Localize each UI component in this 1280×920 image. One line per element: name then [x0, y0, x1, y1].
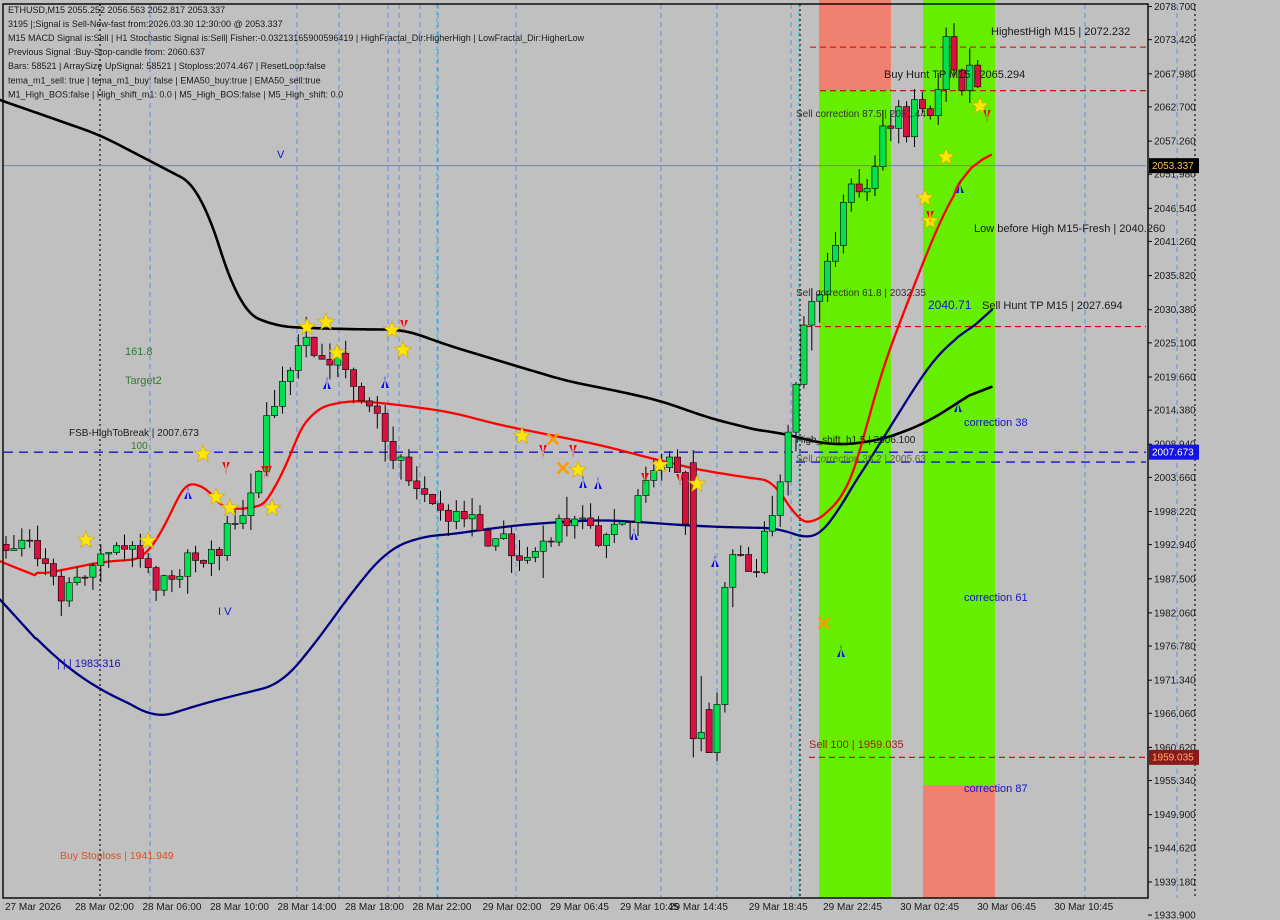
svg-text:2040.71: 2040.71 [928, 298, 972, 312]
svg-text:2041.260: 2041.260 [1154, 237, 1196, 248]
svg-text:1933.900: 1933.900 [1154, 911, 1196, 920]
svg-text:28 Mar 14:00: 28 Mar 14:00 [278, 902, 337, 913]
svg-text:2053.337: 2053.337 [1152, 161, 1194, 172]
svg-text:1982.060: 1982.060 [1154, 608, 1196, 619]
svg-text:27 Mar 2026: 27 Mar 2026 [5, 902, 62, 913]
svg-text:1987.500: 1987.500 [1154, 574, 1196, 585]
svg-text:29 Mar 22:45: 29 Mar 22:45 [823, 902, 882, 913]
svg-text:correction 61: correction 61 [964, 592, 1028, 604]
svg-text:30 Mar 06:45: 30 Mar 06:45 [977, 902, 1036, 913]
svg-text:28 Mar 18:00: 28 Mar 18:00 [345, 902, 404, 913]
svg-text:3195 |;Signal is Sell-New-fast: 3195 |;Signal is Sell-New-fast from:2026… [8, 19, 283, 29]
svg-text:HighestHigh M15 | 2072.232: HighestHigh M15 | 2072.232 [991, 26, 1130, 38]
svg-text:V: V [277, 149, 285, 161]
svg-text:1955.340: 1955.340 [1154, 776, 1196, 787]
svg-text:2046.540: 2046.540 [1154, 204, 1196, 215]
svg-text:1976.780: 1976.780 [1154, 642, 1196, 653]
svg-text:30 Mar 02:45: 30 Mar 02:45 [900, 902, 959, 913]
svg-text:2003.660: 2003.660 [1154, 473, 1196, 484]
svg-text:2030.380: 2030.380 [1154, 305, 1196, 316]
svg-text:1966.060: 1966.060 [1154, 709, 1196, 720]
svg-text:2025.100: 2025.100 [1154, 338, 1196, 349]
svg-text:Low before High M15-Fresh |: Low before High M15-Fresh | 2040.260 [974, 223, 1165, 235]
svg-text:1944.620: 1944.620 [1154, 843, 1196, 854]
svg-text:28 Mar 10:00: 28 Mar 10:00 [210, 902, 269, 913]
svg-text:Sell correction 61.8 | 2032.35: Sell correction 61.8 | 2032.35 [796, 288, 926, 299]
svg-text:1939.180: 1939.180 [1154, 877, 1196, 888]
svg-text:2078.700: 2078.700 [1154, 2, 1196, 13]
svg-text:28 Mar 02:00: 28 Mar 02:00 [75, 902, 134, 913]
svg-text:Sell correction 38.2 | 2005.63: Sell correction 38.2 | 2005.63 [796, 454, 926, 465]
svg-text:1992.940: 1992.940 [1154, 540, 1196, 551]
svg-text:| | | 1983.316: | | | 1983.316 [57, 658, 121, 670]
svg-text:28 Mar 22:00: 28 Mar 22:00 [413, 902, 472, 913]
svg-text:2007.673: 2007.673 [1152, 447, 1194, 458]
svg-text:100: 100 [131, 441, 148, 452]
svg-text:Buy Hunt TP M15 | 2065.294: Buy Hunt TP M15 | 2065.294 [884, 69, 1025, 81]
svg-text:2062.700: 2062.700 [1154, 102, 1196, 113]
svg-text:30 Mar 10:45: 30 Mar 10:45 [1054, 902, 1113, 913]
svg-text:Previous Signal :Buy-Stop-cand: Previous Signal :Buy-Stop-candle from: 2… [8, 47, 205, 57]
svg-text:1959.035: 1959.035 [1152, 753, 1194, 764]
svg-text:28 Mar 06:00: 28 Mar 06:00 [143, 902, 202, 913]
svg-text:1998.220: 1998.220 [1154, 507, 1196, 518]
svg-text:Bars: 58521 | ArraySize UpSign: Bars: 58521 | ArraySize UpSignal: 58521 … [8, 61, 326, 71]
svg-text:2019.660: 2019.660 [1154, 372, 1196, 383]
svg-text:Buy Stoploss | 1941.949: Buy Stoploss | 1941.949 [60, 850, 174, 862]
svg-text:Sell 100 | 1959.035: Sell 100 | 1959.035 [809, 739, 904, 751]
svg-text:29 Mar 02:00: 29 Mar 02:00 [483, 902, 542, 913]
svg-text:29 Mar 14:45: 29 Mar 14:45 [669, 902, 728, 913]
svg-text:29 Mar 18:45: 29 Mar 18:45 [749, 902, 808, 913]
svg-text:High_shift_h1.5 | 2006.100: High_shift_h1.5 | 2006.100 [796, 435, 916, 446]
svg-text:1949.900: 1949.900 [1154, 810, 1196, 821]
svg-text:2014.380: 2014.380 [1154, 406, 1196, 417]
svg-text:Sell Hunt TP M15 | 2027.694: Sell Hunt TP M15 | 2027.694 [982, 300, 1123, 312]
svg-text:2067.980: 2067.980 [1154, 69, 1196, 80]
svg-text:161.8: 161.8 [125, 346, 153, 358]
svg-text:2057.260: 2057.260 [1154, 137, 1196, 148]
svg-text:tema_m1_sell: true | tema_m1_b: tema_m1_sell: true | tema_m1_buy: false … [8, 75, 321, 85]
svg-text:FSB-HighToBreak | 2007.673: FSB-HighToBreak | 2007.673 [69, 428, 199, 439]
svg-text:M1_High_BOS:false | High_shift: M1_High_BOS:false | High_shift_m1: 0.0 |… [8, 89, 343, 99]
svg-text:2073.420: 2073.420 [1154, 35, 1196, 46]
svg-text:1971.340: 1971.340 [1154, 676, 1196, 687]
svg-text:29 Mar 06:45: 29 Mar 06:45 [550, 902, 609, 913]
svg-text:ETHUSD,M15 2055.252 2056.563: ETHUSD,M15 2055.252 2056.563 2052.817 20… [8, 5, 225, 15]
svg-text:2035.820: 2035.820 [1154, 271, 1196, 282]
svg-text:Sell correction 87.5 | 2061.44: Sell correction 87.5 | 2061.44 [796, 109, 926, 120]
svg-text:correction 38: correction 38 [964, 417, 1028, 429]
svg-text:Target2: Target2 [125, 375, 162, 387]
svg-text:I V: I V [218, 606, 232, 618]
svg-text:M15 MACD Signal is:Sell | H1 S: M15 MACD Signal is:Sell | H1 Stochastic … [8, 33, 585, 43]
svg-text:correction 87: correction 87 [964, 783, 1028, 795]
